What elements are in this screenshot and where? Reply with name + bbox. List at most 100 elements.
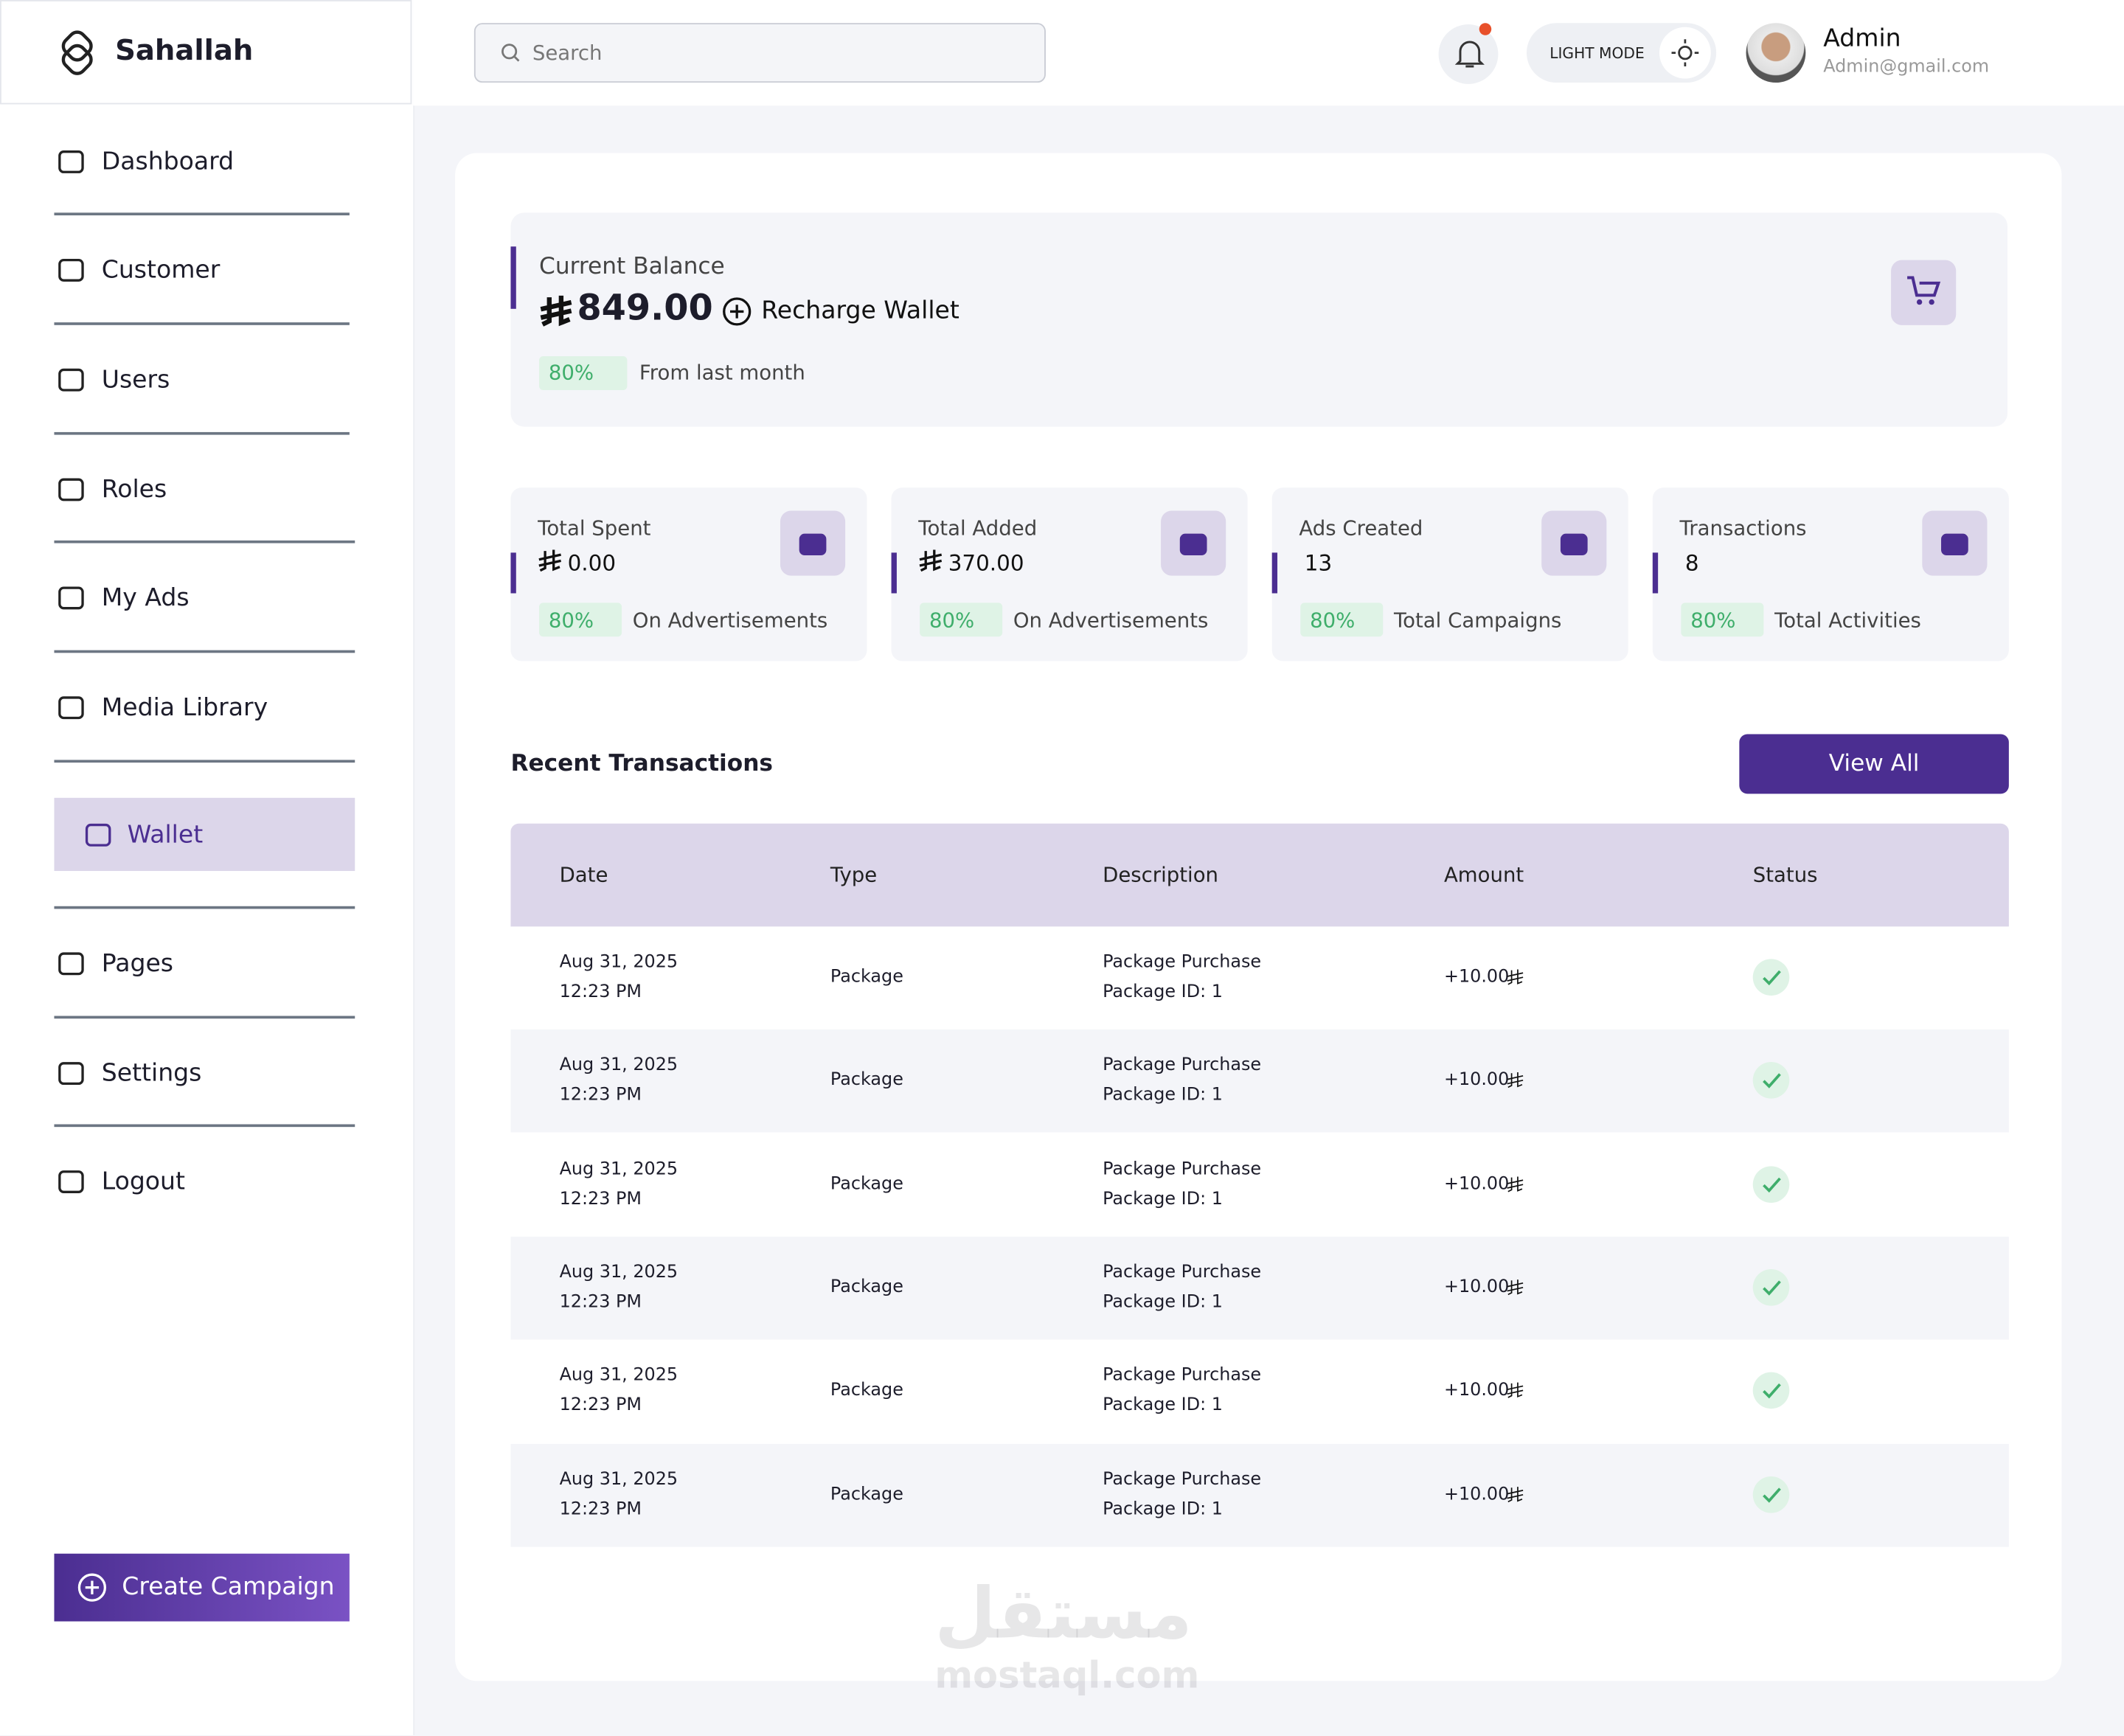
cell-amount: +10.00	[1443, 1380, 1510, 1401]
balance-amount: 849.00	[577, 288, 713, 330]
cell-time: 12:23 PM	[559, 982, 642, 1003]
cell-date: Aug 31, 2025	[559, 952, 678, 973]
cell-type: Package	[830, 1173, 903, 1195]
balance-label: Current Balance	[539, 253, 725, 281]
search-placeholder: Search	[532, 41, 603, 66]
cell-desc2: Package ID: 1	[1103, 1292, 1223, 1313]
nav-item[interactable]: Media Library	[101, 693, 268, 722]
change-badge	[539, 356, 628, 390]
stat-badge	[1300, 603, 1384, 637]
cell-time: 12:23 PM	[559, 1188, 642, 1209]
riyal-symbol	[1507, 1383, 1524, 1399]
cell-time: 12:23 PM	[559, 1395, 642, 1416]
create-campaign-label: Create Campaign	[122, 1572, 335, 1602]
cell-desc2: Package ID: 1	[1103, 1085, 1223, 1106]
stat-note: Total Campaigns	[1393, 608, 1562, 633]
user-email: Admin@gmail.com	[1823, 57, 1990, 77]
status-check	[1763, 1176, 1781, 1192]
view-all-label: View All	[1828, 750, 1920, 778]
user-name: Admin	[1823, 24, 1901, 53]
nav-icon	[58, 952, 84, 976]
search-box[interactable]	[473, 23, 1046, 83]
nav-icon	[85, 823, 111, 847]
create-campaign-button[interactable]	[54, 1553, 350, 1622]
cart-icon	[1907, 276, 1941, 305]
cell-desc2: Package ID: 1	[1103, 1395, 1223, 1416]
nav-item[interactable]: Wallet	[127, 821, 204, 850]
cart-icon-box	[1891, 260, 1957, 325]
nav-item[interactable]: Roles	[101, 475, 167, 504]
nav-item[interactable]: Customer	[101, 256, 221, 285]
nav-icon	[58, 258, 84, 282]
cell-desc: Package Purchase	[1103, 1468, 1262, 1490]
stat-note: Total Activities	[1774, 608, 1921, 633]
nav-item[interactable]: My Ads	[101, 583, 190, 613]
riyal-symbol	[540, 295, 572, 327]
cell-time: 12:23 PM	[559, 1499, 642, 1519]
stat-accent	[1271, 552, 1278, 594]
bell-icon	[1454, 41, 1485, 68]
nav-item[interactable]: Pages	[101, 949, 174, 979]
cell-time: 12:23 PM	[559, 1292, 642, 1313]
status-circle	[1752, 1165, 1790, 1203]
cell-time: 12:23 PM	[559, 1085, 642, 1106]
nav-icon	[58, 586, 84, 610]
nav-item[interactable]: Logout	[101, 1167, 185, 1196]
stat-change: 80%	[929, 608, 975, 633]
stat-value: 8	[1684, 549, 1699, 576]
nav-item[interactable]: Settings	[101, 1059, 202, 1088]
stat-icon	[799, 533, 827, 556]
riyal-symbol	[1507, 969, 1524, 985]
cell-desc2: Package ID: 1	[1103, 1188, 1223, 1209]
nav-divider	[54, 1124, 355, 1128]
cell-type: Package	[830, 967, 903, 987]
status-circle	[1752, 1062, 1790, 1100]
nav-icon	[58, 368, 84, 392]
logo-icon	[61, 30, 93, 75]
cell-type: Package	[830, 1277, 903, 1298]
change-value: 80%	[548, 360, 594, 385]
riyal-symbol	[1507, 1486, 1524, 1502]
stat-label: Total Added	[918, 515, 1038, 541]
cell-date: Aug 31, 2025	[559, 1159, 678, 1180]
cell-date: Aug 31, 2025	[559, 1055, 678, 1076]
nav-item[interactable]: Dashboard	[101, 147, 235, 176]
search-icon	[502, 44, 520, 62]
watermark-arabic: مستقل	[934, 1574, 1193, 1656]
cell-amount: +10.00	[1443, 1173, 1510, 1195]
sun-knob	[1659, 27, 1711, 79]
nav-icon	[58, 150, 84, 173]
change-note: From last month	[639, 360, 805, 385]
cell-amount: +10.00	[1443, 1484, 1510, 1504]
stat-badge	[920, 603, 1003, 637]
nav-item[interactable]: Users	[101, 365, 170, 395]
stat-change: 80%	[1310, 608, 1356, 633]
stat-icon	[1560, 533, 1588, 556]
watermark-latin: mostaql.com	[934, 1655, 1200, 1698]
nav-icon	[58, 478, 84, 501]
balance-card	[510, 212, 2008, 427]
bell-dot	[1479, 23, 1492, 35]
plus-icon	[723, 297, 752, 326]
view-all-button[interactable]	[1739, 734, 2009, 794]
logo-box	[0, 0, 412, 105]
cell-amount: +10.00	[1443, 967, 1510, 987]
riyal-symbol	[538, 549, 561, 572]
stat-value: 13	[1304, 549, 1333, 576]
cell-desc: Package Purchase	[1103, 1159, 1262, 1180]
status-check	[1763, 1487, 1781, 1502]
recharge-link[interactable]: Recharge Wallet	[761, 296, 959, 325]
stat-accent	[891, 552, 897, 594]
cell-date: Aug 31, 2025	[559, 1365, 678, 1386]
stat-badge	[1681, 603, 1764, 637]
cell-desc: Package Purchase	[1103, 952, 1262, 973]
avatar[interactable]	[1746, 23, 1806, 83]
nav-divider	[54, 431, 350, 435]
riyal-symbol	[1507, 1176, 1524, 1192]
stat-value: 370.00	[948, 549, 1024, 576]
status-circle	[1752, 1268, 1790, 1306]
stat-accent	[1652, 552, 1659, 594]
nav-divider	[54, 1015, 355, 1019]
cell-desc: Package Purchase	[1103, 1262, 1262, 1283]
